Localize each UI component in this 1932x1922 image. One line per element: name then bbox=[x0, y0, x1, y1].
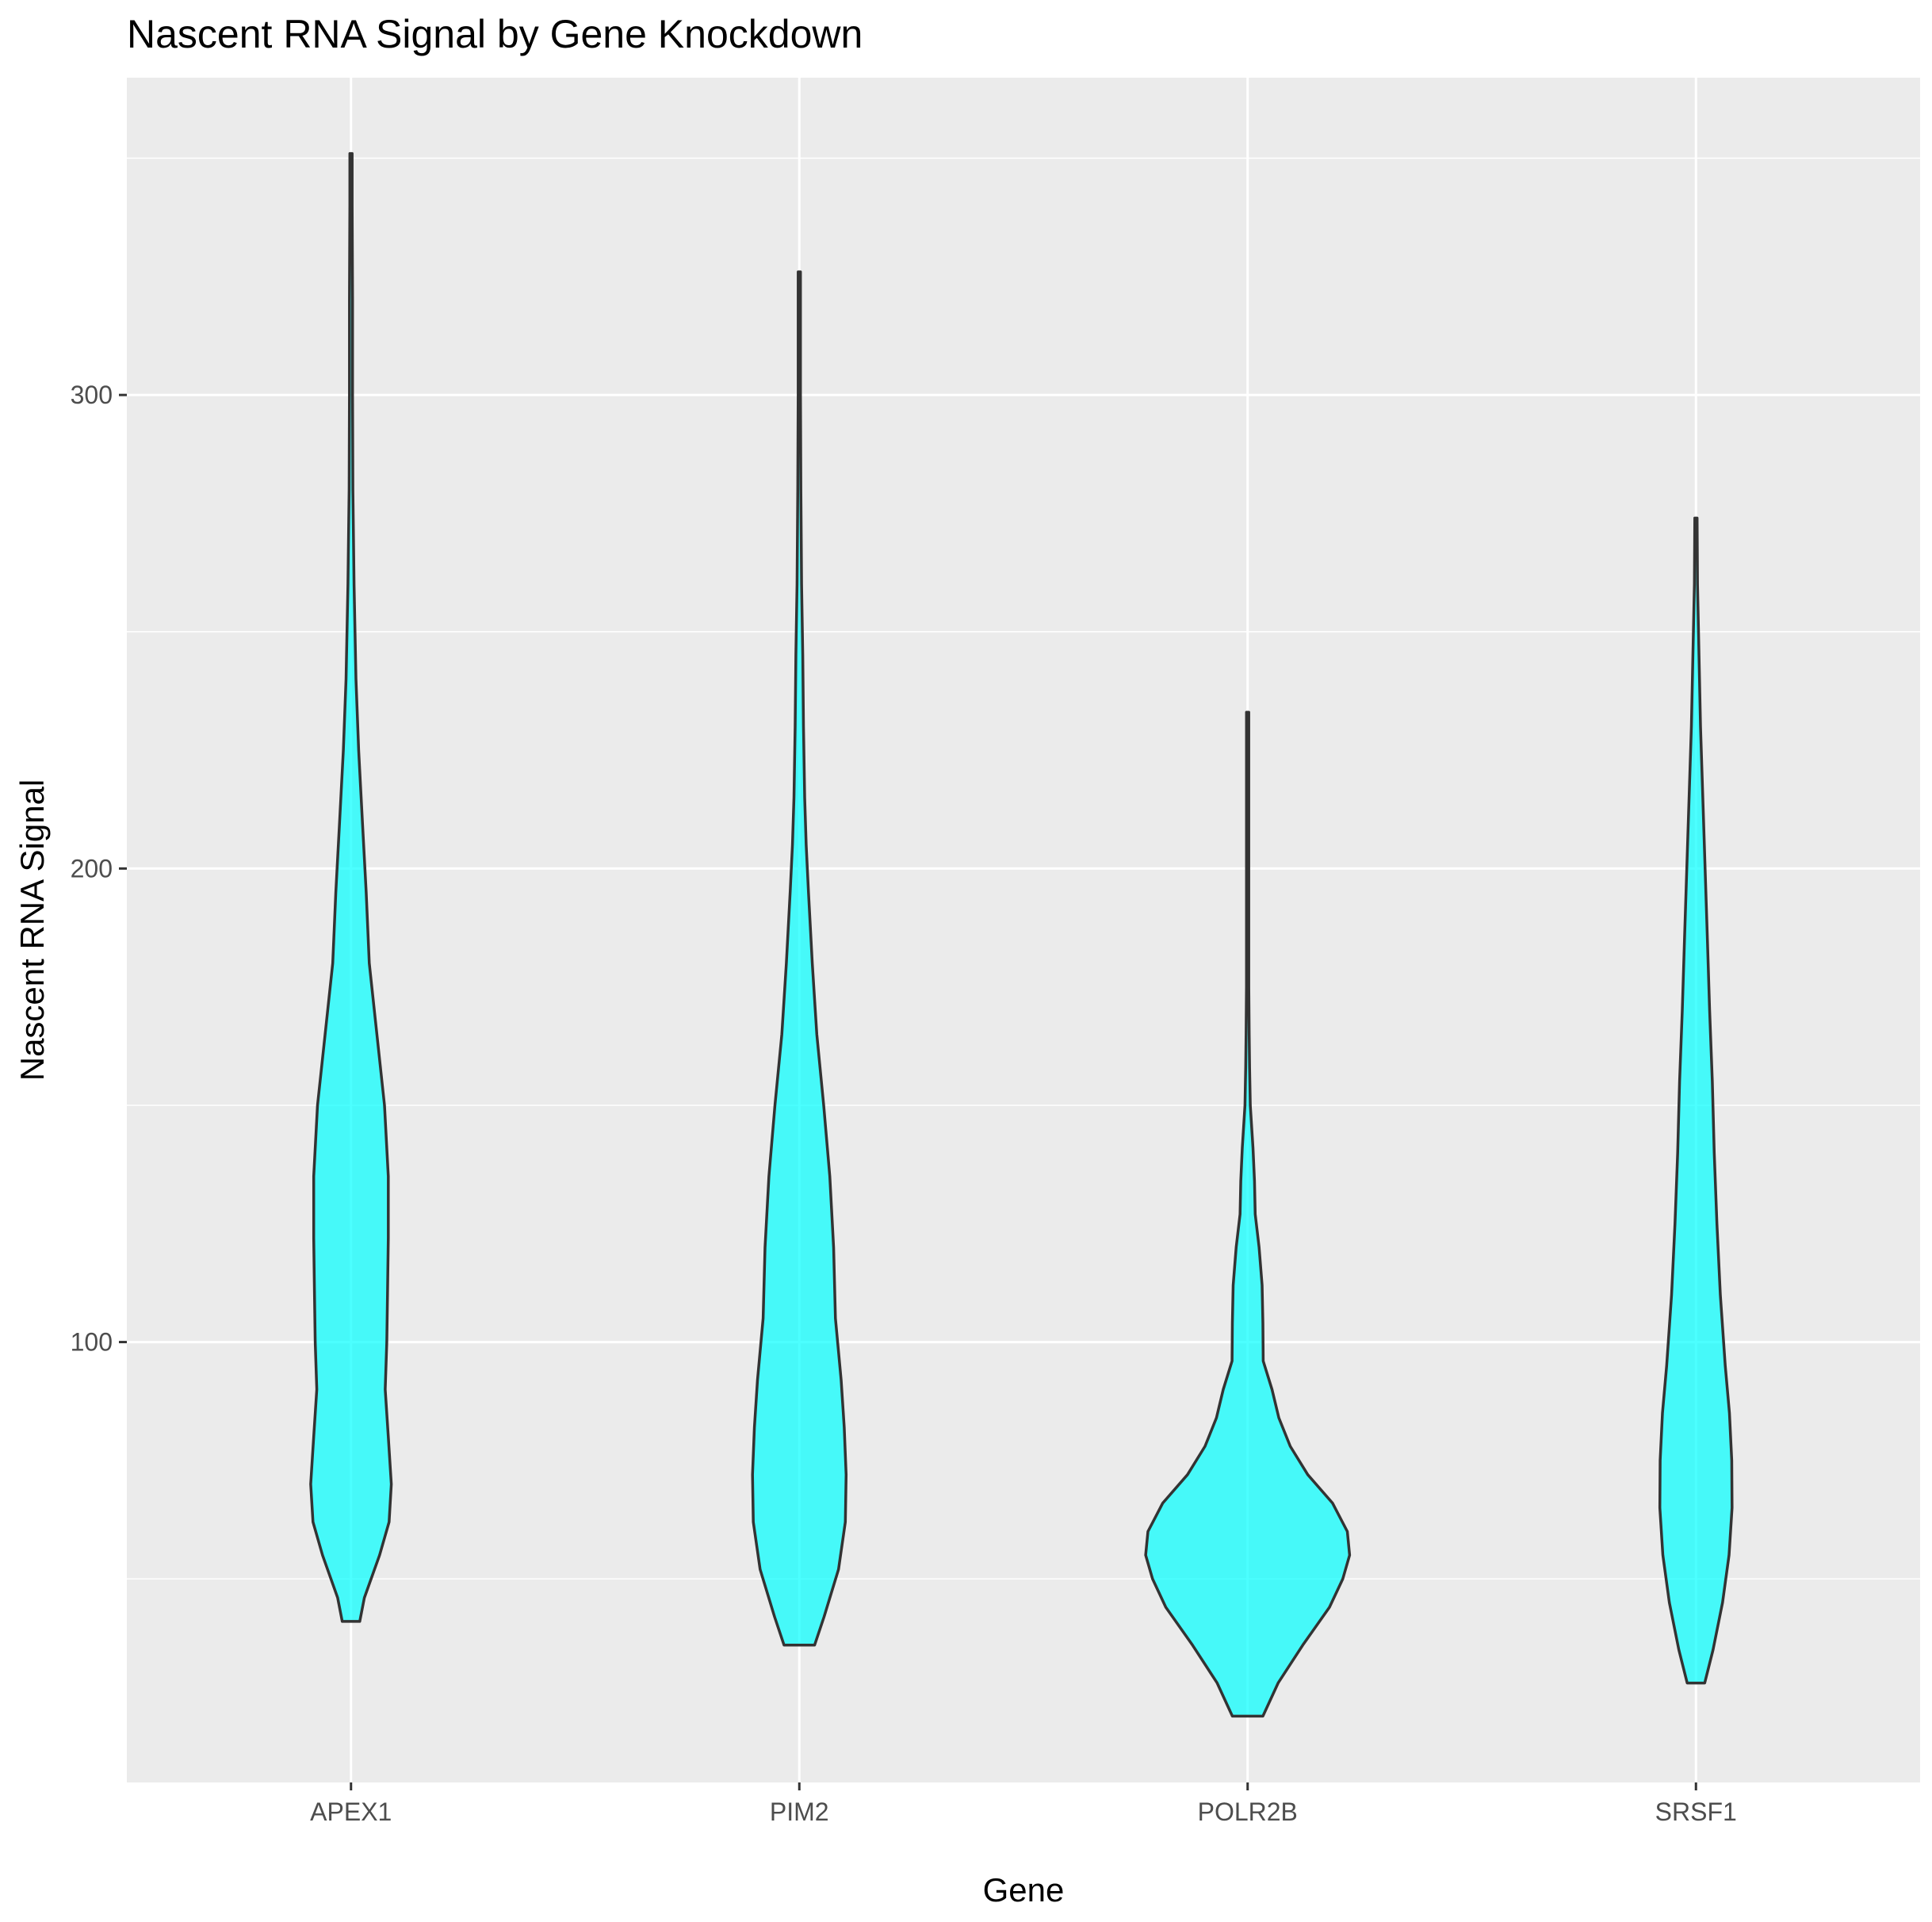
y-tick-label: 200 bbox=[71, 854, 113, 883]
y-tick-label: 300 bbox=[71, 381, 113, 409]
x-axis: APEX1 PIM2 POLR2B SRSF1 bbox=[310, 1782, 1737, 1826]
y-axis-title: Nascent RNA Signal bbox=[13, 779, 51, 1082]
violin-pim2 bbox=[751, 270, 848, 1647]
chart-title: Nascent RNA Signal by Gene Knockdown bbox=[127, 12, 863, 56]
plot-panel bbox=[127, 78, 1920, 1782]
x-tick-label: PIM2 bbox=[770, 1798, 829, 1826]
y-tick-label: 100 bbox=[71, 1328, 113, 1357]
x-tick-label: SRSF1 bbox=[1655, 1798, 1737, 1826]
violins-group bbox=[309, 151, 1734, 1718]
violin-apex1 bbox=[309, 151, 393, 1623]
x-tick-label: POLR2B bbox=[1198, 1798, 1298, 1826]
violin-polr2b bbox=[1144, 710, 1352, 1718]
x-axis-title: Gene bbox=[983, 1871, 1065, 1909]
minor-gridlines bbox=[127, 157, 1920, 1579]
violin-srsf1 bbox=[1658, 516, 1734, 1685]
y-axis: 100 200 300 bbox=[71, 381, 127, 1357]
x-tick-label: APEX1 bbox=[310, 1798, 392, 1826]
